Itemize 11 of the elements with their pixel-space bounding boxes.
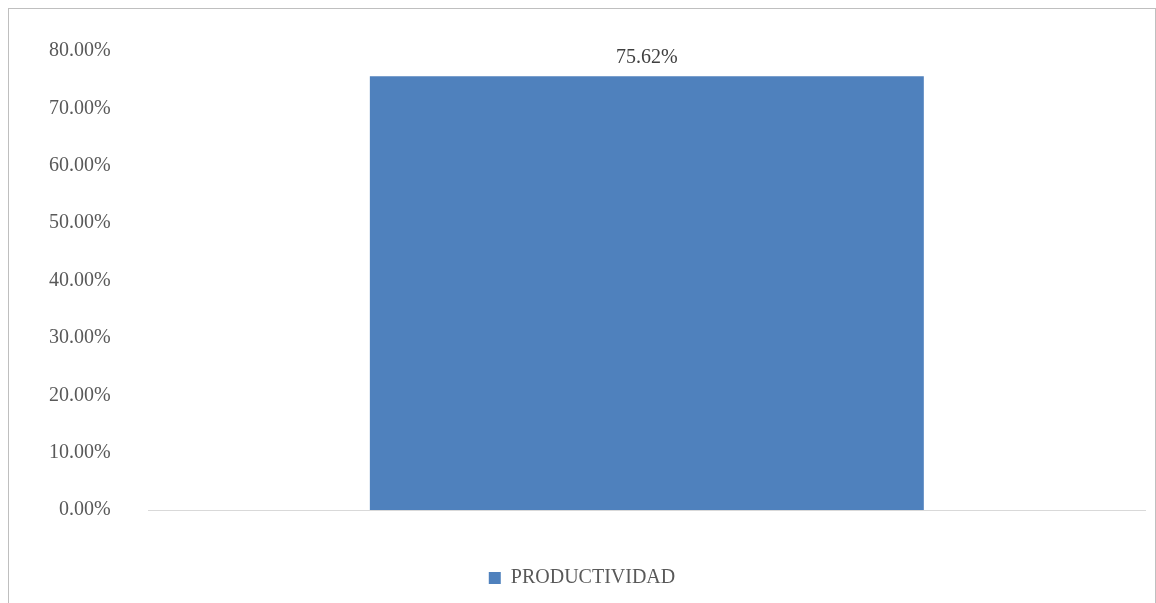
y-tick-label: 10.00% — [48, 439, 111, 462]
y-tick-label: 60.00% — [48, 153, 111, 175]
y-tick-label: 50.00% — [48, 210, 111, 233]
y-tick-label: 0.00% — [58, 497, 111, 520]
y-tick-label: 70.00% — [48, 95, 111, 118]
y-tick-label: 30.00% — [48, 325, 111, 348]
y-tick-label: 20.00% — [48, 382, 111, 405]
legend-label: PRODUCTIVIDAD — [510, 565, 676, 588]
data-label: 75.62% — [615, 45, 678, 68]
y-tick-label: 40.00% — [48, 267, 111, 290]
y-tick-label: 80.00% — [48, 38, 111, 61]
